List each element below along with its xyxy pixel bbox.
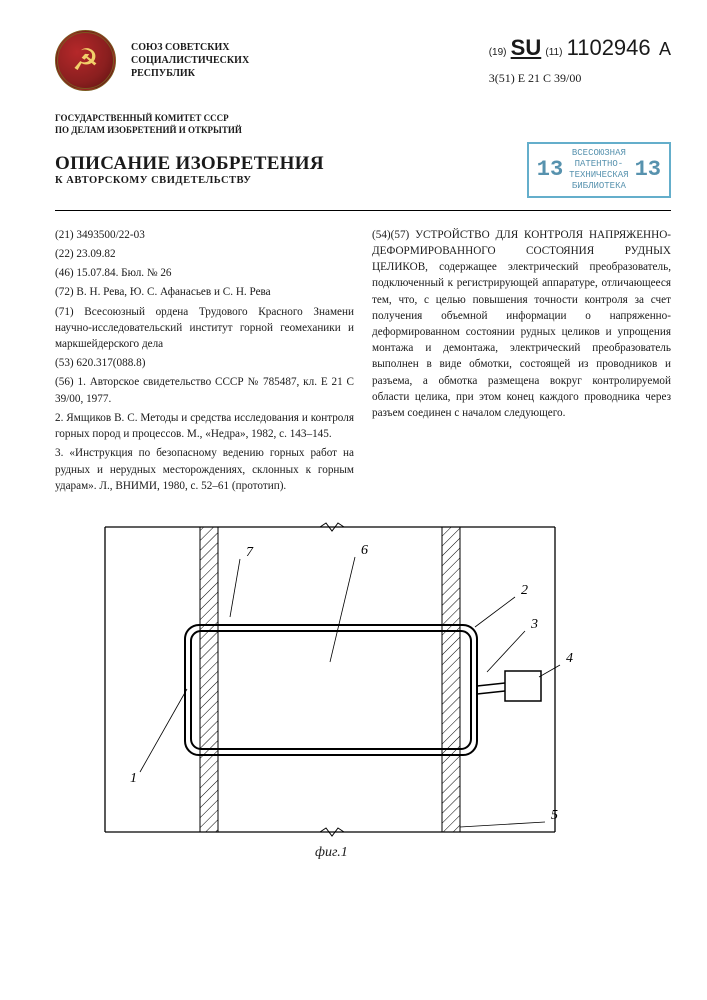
patent-number: 1102946 (567, 35, 651, 60)
svg-text:1: 1 (130, 771, 137, 786)
document-title: ОПИСАНИЕ ИЗОБРЕТЕНИЯ К АВТОРСКОМУ СВИДЕТ… (55, 153, 324, 186)
field-72: (72) В. Н. Рева, Ю. С. Афанасьев и С. Н.… (55, 284, 354, 300)
ipc-code: E 21 C 39/00 (518, 71, 582, 85)
union-text: СОЮЗ СОВЕТСКИХСОЦИАЛИСТИЧЕСКИХРЕСПУБЛИК (131, 41, 249, 80)
committee-text: ГОСУДАРСТВЕННЫЙ КОМИТЕТ СССРПО ДЕЛАМ ИЗО… (55, 113, 671, 136)
title-sub: К АВТОРСКОМУ СВИДЕТЕЛЬСТВУ (55, 175, 324, 186)
code-suffix: A (659, 39, 671, 59)
field-56-2: 2. Ямщиков В. С. Методы и средства иссле… (55, 410, 354, 442)
right-column: (54)(57) УСТРОЙСТВО ДЛЯ КОНТРОЛЯ НАПРЯЖЕ… (372, 227, 671, 498)
field-56-1: (56) 1. Авторское свидетельство СССР № 7… (55, 374, 354, 406)
library-stamp: 13 ВСЕСОЮЗНАЯПАТЕНТНО-ТЕХНИЧЕСКАЯБИБЛИОТ… (527, 142, 671, 197)
field-22: (22) 23.09.82 (55, 246, 354, 262)
abstract: (54)(57) УСТРОЙСТВО ДЛЯ КОНТРОЛЯ НАПРЯЖЕ… (372, 227, 671, 422)
figure-svg: 1 2 3 4 5 6 7 (55, 517, 615, 852)
svg-text:5: 5 (551, 808, 558, 823)
stamp-num-left: 13 (537, 157, 563, 182)
field-56-3: 3. «Инструкция по безопасному ведению го… (55, 445, 354, 494)
patent-codes: (19) SU (11) 1102946 A 3(51) E 21 C 39/0… (489, 35, 671, 86)
svg-text:4: 4 (566, 651, 573, 666)
svg-text:7: 7 (246, 545, 254, 560)
left-column: (21) 3493500/22-03 (22) 23.09.82 (46) 15… (55, 227, 354, 498)
svg-text:3: 3 (530, 617, 538, 632)
code-prefix: (19) (489, 47, 507, 58)
figure-1: 1234567 фиг.1 (55, 517, 615, 857)
field-53: (53) 620.317(088.8) (55, 355, 354, 371)
svg-text:6: 6 (361, 543, 368, 558)
stamp-num-right: 13 (635, 157, 661, 182)
code-mid: (11) (545, 47, 562, 58)
figure-caption: фиг.1 (315, 845, 348, 861)
field-21: (21) 3493500/22-03 (55, 227, 354, 243)
ussr-emblem-icon: ☭ (55, 30, 116, 91)
stamp-text: ВСЕСОЮЗНАЯПАТЕНТНО-ТЕХНИЧЕСКАЯБИБЛИОТЕКА (569, 148, 628, 191)
field-71: (71) Всесоюзный ордена Трудового Красног… (55, 304, 354, 353)
svg-text:2: 2 (521, 583, 528, 598)
title-main: ОПИСАНИЕ ИЗОБРЕТЕНИЯ (55, 153, 324, 175)
ipc-prefix: 3(51) (489, 71, 515, 85)
header-row: ☭ СОЮЗ СОВЕТСКИХСОЦИАЛИСТИЧЕСКИХРЕСПУБЛИ… (55, 30, 671, 91)
body-columns: (21) 3493500/22-03 (22) 23.09.82 (46) 15… (55, 227, 671, 498)
code-su: SU (511, 35, 542, 60)
field-46: (46) 15.07.84. Бюл. № 26 (55, 265, 354, 281)
divider (55, 210, 671, 211)
